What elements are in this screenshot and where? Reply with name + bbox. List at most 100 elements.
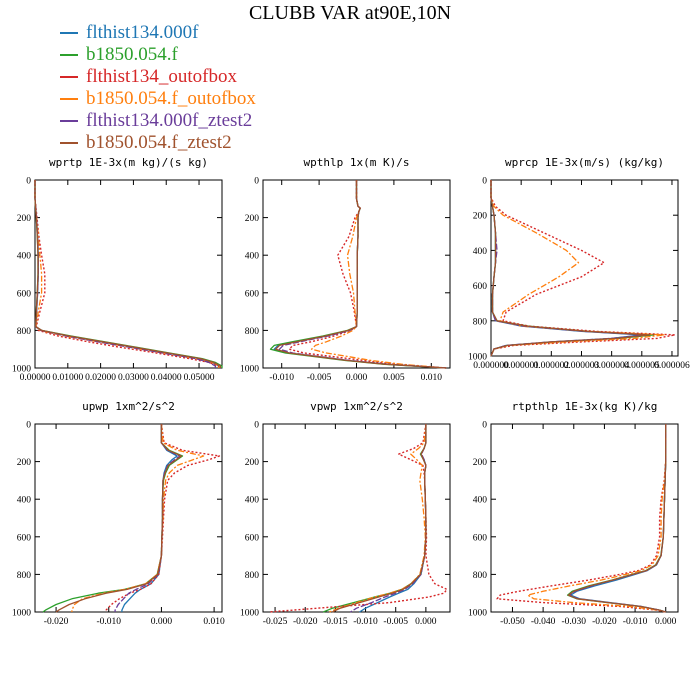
y-tick-label: 200	[17, 214, 32, 224]
panel-title: wprtp 1E-3x(m kg)/(s kg)	[49, 156, 208, 169]
x-tick-label: 0.03000	[118, 373, 149, 383]
y-tick-label: 200	[473, 458, 488, 468]
legend-label: flthist134.000f_ztest2	[86, 110, 253, 131]
legend-swatch	[60, 76, 78, 78]
series-line-3	[34, 180, 220, 368]
series-line-4	[310, 180, 447, 369]
legend-label: flthist134_outofbox	[86, 66, 237, 87]
y-tick-label: 1000	[240, 365, 259, 375]
plot-frame	[262, 423, 451, 613]
x-tick-label: 0.010	[421, 373, 443, 383]
plot-frame	[34, 423, 223, 613]
y-tick-label: 800	[245, 571, 260, 581]
legend-label: flthist134.000f	[86, 22, 199, 43]
series-line-3	[268, 423, 448, 613]
y-tick-label: 400	[473, 496, 488, 506]
series-line-2	[566, 424, 667, 613]
x-tick-label: 0.000	[415, 617, 437, 627]
plot-frame	[490, 179, 679, 357]
y-tick-label: 1000	[12, 609, 31, 619]
y-tick-label: 0	[254, 177, 259, 187]
series-line-5	[34, 180, 217, 368]
x-tick-label: 0.04000	[151, 373, 182, 383]
y-tick-label: 600	[245, 289, 260, 299]
series-line-6	[34, 180, 222, 368]
legend-swatch	[60, 120, 78, 122]
y-tick-label: 0	[482, 421, 487, 431]
series-line-6	[490, 180, 650, 357]
x-tick-label: -0.010	[623, 617, 648, 627]
x-tick-label: -0.020	[293, 617, 318, 627]
legend-swatch	[60, 32, 78, 34]
x-tick-label: 0.000000	[473, 361, 509, 371]
x-tick-label: 0.010	[203, 617, 225, 627]
x-tick-label: 0.000002	[534, 361, 570, 371]
x-tick-label: 0.000001	[503, 361, 539, 371]
panel-title: rtpthlp 1E-3x(kg K)/kg	[512, 400, 658, 413]
plot-frame	[490, 423, 679, 613]
series-line-4	[490, 180, 666, 357]
x-tick-label: -0.005	[383, 617, 408, 627]
plot-frame	[34, 179, 223, 369]
series-line-6	[567, 424, 667, 613]
y-tick-label: 0	[26, 421, 31, 431]
series-line-3	[490, 180, 676, 357]
y-tick-label: 200	[245, 214, 260, 224]
y-tick-label: 600	[473, 533, 488, 543]
x-tick-label: -0.050	[500, 617, 525, 627]
series-line-6	[275, 180, 447, 369]
y-tick-label: 400	[245, 496, 260, 506]
panel-4: upwp 1xm^2/s^2 0 200 400 600 800 1000 -0.020 -0.…	[12, 400, 225, 627]
x-tick-label: 0.000005	[624, 361, 660, 371]
series-line-1	[359, 424, 427, 613]
x-tick-label: 0.000006	[654, 361, 690, 371]
y-tick-label: 600	[473, 282, 488, 292]
x-tick-label: -0.005	[307, 373, 332, 383]
y-tick-label: 0	[254, 421, 259, 431]
y-tick-label: 400	[17, 496, 32, 506]
x-tick-label: 0.000	[655, 617, 677, 627]
series-line-1	[34, 180, 220, 368]
y-tick-label: 200	[245, 458, 260, 468]
panel-title: vpwp 1xm^2/s^2	[310, 400, 403, 413]
series-line-6	[55, 424, 183, 613]
x-tick-label: 0.005	[383, 373, 405, 383]
legend-label: b1850.054.f_ztest2	[86, 132, 232, 153]
y-tick-label: 200	[473, 212, 488, 222]
panel-5: vpwp 1xm^2/s^2 0 200 400 600 800 1000 -0.025 -0.…	[240, 400, 451, 627]
legend-swatch	[60, 98, 78, 100]
y-tick-label: 800	[17, 327, 32, 337]
series-line-3	[496, 424, 667, 613]
x-tick-label: 0.000003	[564, 361, 600, 371]
x-tick-label: -0.020	[44, 617, 69, 627]
x-tick-label: 0.02000	[85, 373, 116, 383]
y-tick-label: 400	[245, 252, 260, 262]
y-tick-label: 600	[17, 533, 32, 543]
series-line-1	[121, 424, 178, 612]
series-line-4	[71, 423, 205, 612]
y-tick-label: 600	[245, 533, 260, 543]
panel-1: wprtp 1E-3x(m kg)/(s kg) 0 200 400 600 800 100…	[12, 156, 223, 383]
legend-label: b1850.054.f_outofbox	[86, 88, 256, 109]
y-tick-label: 400	[473, 247, 488, 257]
series-line-3	[288, 180, 447, 369]
x-tick-label: 0.00000	[20, 373, 51, 383]
y-tick-label: 0	[482, 177, 487, 187]
series-line-6	[332, 424, 427, 613]
y-tick-label: 800	[473, 317, 488, 327]
x-tick-label: 0.000	[151, 617, 173, 627]
series-line-2	[34, 180, 223, 368]
series-line-1	[570, 424, 667, 613]
y-tick-label: 800	[17, 571, 32, 581]
x-tick-label: -0.010	[269, 373, 294, 383]
x-tick-label: -0.020	[592, 617, 617, 627]
x-tick-label: -0.025	[263, 617, 288, 627]
panel-title: upwp 1xm^2/s^2	[82, 400, 175, 413]
y-tick-label: 400	[17, 252, 32, 262]
y-tick-label: 800	[245, 327, 260, 337]
x-tick-label: -0.030	[561, 617, 586, 627]
y-tick-label: 1000	[240, 609, 259, 619]
figure-title: CLUBB VAR at90E,10N	[248, 2, 452, 24]
x-tick-label: 0.000	[346, 373, 368, 383]
y-tick-label: 0	[26, 177, 31, 187]
